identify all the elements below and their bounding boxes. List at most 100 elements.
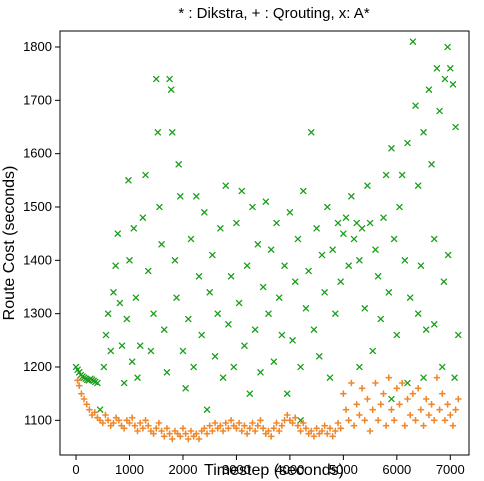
plus-marker-point-102 [345, 416, 353, 424]
plus-marker-point-62 [238, 427, 246, 435]
plus-marker-point-6 [88, 411, 96, 419]
x-marker-point-135 [404, 139, 411, 147]
y-axis-label: Route Cost (seconds) [1, 166, 18, 321]
x-marker-point-59 [201, 209, 208, 216]
x-marker-point-23 [118, 342, 126, 349]
x-marker-point-96 [300, 187, 307, 195]
x-marker-point-88 [278, 331, 286, 339]
y-tick-label-3: 1400 [23, 252, 52, 267]
plus-marker-point-115 [380, 390, 387, 398]
plus-marker-point-120 [393, 384, 401, 392]
plus-marker-point-130 [420, 422, 427, 430]
x-marker-point-130 [390, 235, 398, 243]
x-marker-point-81 [259, 283, 267, 291]
plus-marker-point-98 [334, 419, 342, 427]
x-marker-point-70 [230, 363, 238, 371]
plus-marker-point-111 [369, 406, 377, 414]
x-marker-point-72 [235, 299, 243, 307]
plus-marker-point-64 [243, 430, 251, 438]
plus-marker-point-47 [198, 427, 206, 435]
plus-marker-point-77 [278, 422, 286, 430]
plus-marker-point-126 [409, 390, 417, 398]
x-marker-point-136 [406, 294, 414, 301]
x-marker-point-41 [158, 241, 165, 248]
x-marker-point-108 [332, 310, 339, 317]
x-marker-point-36 [147, 347, 155, 355]
plus-marker-point-5 [86, 406, 93, 414]
x-marker-point-112 [342, 214, 350, 221]
plus-marker-point-84 [297, 427, 304, 435]
x-tick-label-7: 7000 [436, 462, 465, 477]
plus-marker-point-21 [128, 414, 136, 422]
plus-marker-point-60 [233, 424, 240, 432]
plus-marker-point-73 [267, 432, 275, 440]
plus-marker-point-127 [412, 416, 419, 424]
x-marker-point-76 [246, 390, 254, 397]
plus-marker-point-20 [126, 419, 133, 427]
x-marker-point-139 [414, 182, 422, 189]
x-marker-point-43 [163, 369, 171, 376]
x-marker-point-89 [281, 262, 288, 269]
x-marker-point-115 [350, 235, 358, 243]
x-marker-point-16 [102, 331, 110, 339]
plus-marker-point-118 [388, 406, 395, 414]
plus-marker-point-121 [396, 400, 403, 408]
plus-marker-point-108 [361, 416, 369, 424]
plus-marker-point-52 [211, 419, 219, 427]
plus-marker-point-116 [382, 422, 390, 430]
plus-marker-point-24 [136, 419, 144, 427]
plus-marker-point-85 [299, 419, 307, 427]
plus-marker-point-124 [404, 395, 411, 403]
x-marker-point-95 [297, 363, 304, 371]
x-marker-point-67 [222, 182, 229, 189]
x-tick-label-1: 1000 [115, 462, 144, 477]
plus-marker-point-70 [259, 424, 267, 432]
x-marker-point-50 [177, 193, 184, 200]
x-marker-point-137 [409, 38, 417, 45]
plus-marker-point-50 [206, 422, 214, 430]
plus-marker-point-42 [184, 435, 192, 443]
plus-marker-point-81 [289, 419, 296, 427]
plus-marker-point-45 [192, 430, 200, 438]
x-marker-point-51 [179, 347, 187, 355]
x-marker-point-123 [372, 246, 379, 253]
plus-marker-point-30 [152, 424, 160, 432]
x-marker-point-37 [150, 310, 157, 317]
x-marker-point-131 [393, 331, 401, 339]
x-marker-point-121 [366, 219, 374, 227]
x-marker-point-46 [169, 129, 176, 136]
x-marker-point-124 [374, 273, 382, 280]
plus-marker-point-141 [449, 422, 457, 430]
plus-marker-point-82 [291, 414, 299, 422]
x-marker-point-40 [156, 203, 163, 211]
x-marker-point-13 [94, 379, 101, 387]
plus-marker-point-43 [187, 427, 195, 435]
x-marker-point-144 [428, 161, 435, 168]
x-marker-point-140 [417, 262, 425, 269]
x-marker-point-119 [361, 305, 368, 312]
x-marker-point-145 [430, 235, 438, 243]
plus-marker-point-103 [347, 379, 355, 387]
x-marker-point-159 [404, 379, 411, 387]
plus-marker-point-140 [446, 411, 454, 419]
plus-marker-point-55 [219, 427, 227, 435]
x-marker-point-132 [396, 203, 403, 211]
plus-marker-point-90 [313, 424, 321, 432]
plus-marker-point-74 [270, 424, 278, 432]
plus-marker-point-28 [147, 427, 155, 435]
x-marker-point-158 [420, 374, 427, 381]
x-marker-point-68 [225, 321, 232, 328]
plus-marker-point-83 [294, 422, 302, 430]
x-marker-point-33 [139, 214, 147, 221]
x-marker-point-117 [356, 257, 363, 264]
plus-marker-point-136 [436, 406, 443, 414]
plus-marker-point-129 [417, 406, 425, 414]
x-marker-point-18 [107, 347, 115, 355]
x-marker-point-87 [275, 294, 283, 301]
plus-marker-point-16 [115, 416, 123, 424]
x-marker-point-161 [430, 321, 438, 328]
x-marker-point-82 [262, 198, 270, 205]
y-tick-label-4: 1500 [23, 199, 52, 214]
x-marker-point-151 [447, 65, 454, 72]
plus-marker-point-122 [398, 379, 406, 387]
